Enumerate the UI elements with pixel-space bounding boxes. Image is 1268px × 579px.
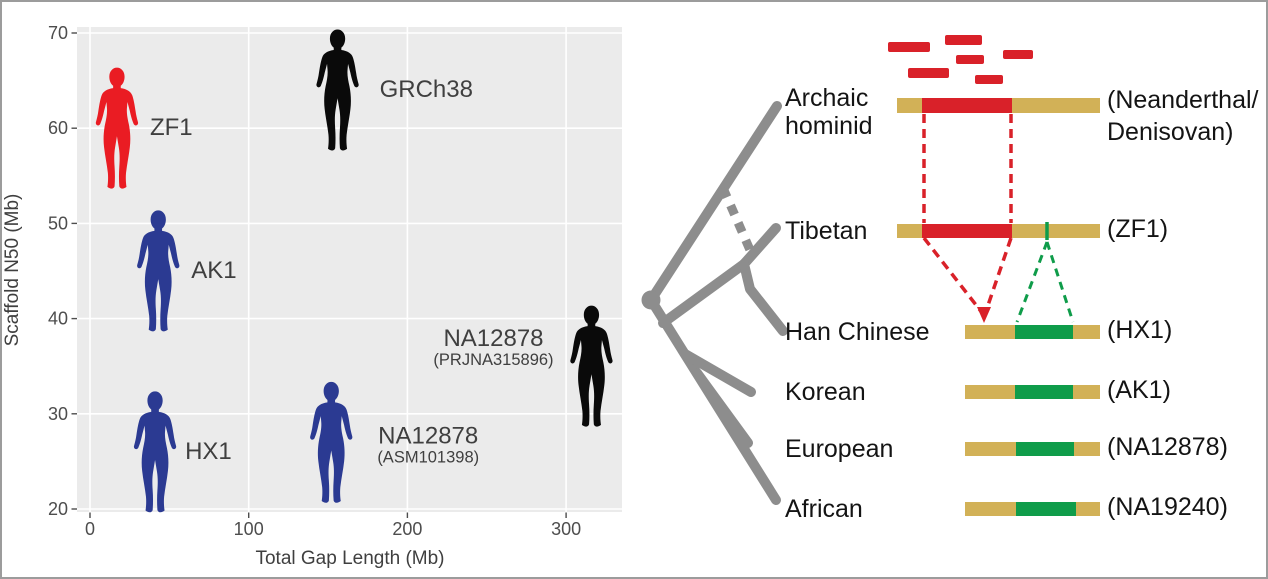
human-silhouette-icon: [95, 67, 139, 189]
accession-label: (NA19240): [1107, 493, 1228, 521]
point-label: NA12878: [378, 422, 478, 449]
human-silhouette-icon: [316, 29, 359, 151]
sequence-fragment-6: [975, 75, 1003, 84]
introgressed-segment: [922, 98, 1012, 113]
point-label: NA12878: [443, 325, 543, 352]
sequence-fragment-5: [908, 68, 949, 78]
point-label: ZF1: [150, 114, 193, 141]
population-label: hominid: [785, 112, 873, 140]
branch-tibetan: [739, 223, 781, 269]
data-points: ZF1GRCh38AK1HX1NA12878(ASM101398)NA12878…: [95, 29, 613, 513]
point-NA12878-PRJNA315896: NA12878(PRJNA315896): [433, 305, 613, 427]
red-arrowhead: [977, 307, 991, 323]
sequence-fragments: [888, 35, 1033, 84]
sequence-fragment-4: [1003, 50, 1033, 59]
chromosome-row-european: [965, 442, 1100, 456]
chromosome-row-african: [965, 502, 1100, 516]
sequence-fragment-2: [945, 35, 982, 45]
population-label: Korean: [785, 378, 866, 406]
chromosome-row-han-chinese: [965, 325, 1100, 339]
human-silhouette-icon: [137, 210, 180, 332]
dashed-connectors: [922, 114, 1075, 323]
x-axis-title: Total Gap Length (Mb): [255, 548, 444, 569]
population-label: African: [785, 495, 863, 523]
introgressed-segment: [922, 224, 1012, 238]
x-tick-label-100: 100: [234, 519, 264, 539]
point-ZF1: ZF1: [95, 67, 193, 189]
point-HX1: HX1: [133, 391, 232, 513]
sequence-fragment-1: [888, 42, 930, 52]
x-tick-label-200: 200: [392, 519, 422, 539]
population-label: Han Chinese: [785, 318, 930, 346]
y-tick-label-30: 30: [48, 404, 68, 424]
point-AK1: AK1: [137, 210, 237, 332]
x-tick-label-0: 0: [85, 519, 95, 539]
chromosome-row-tibetan: [897, 222, 1100, 240]
shared-segment: [1015, 325, 1073, 339]
point-label: GRCh38: [380, 76, 473, 103]
accession-label: (HX1): [1107, 316, 1172, 344]
branch-korean: [680, 349, 756, 397]
green-dashed-connector-2: [1045, 241, 1075, 323]
accession-label: (NA12878): [1107, 433, 1228, 461]
human-silhouette-icon: [310, 381, 353, 503]
point-NA12878-ASM101398: NA12878(ASM101398): [310, 381, 479, 503]
chromosome-bars: [897, 98, 1100, 516]
population-label: Archaic: [785, 84, 868, 112]
y-tick-label-50: 50: [48, 213, 68, 233]
tree-root-node: [641, 290, 661, 310]
point-label: HX1: [185, 438, 232, 465]
y-tick-label-70: 70: [48, 23, 68, 43]
y-tick-label-60: 60: [48, 118, 68, 138]
y-axis-title: Scaffold N50 (Mb): [2, 194, 23, 347]
point-sublabel: (PRJNA315896): [433, 351, 553, 369]
branch-eastasian-stem: [658, 259, 749, 328]
shared-segment: [1016, 442, 1074, 456]
green-dashed-connector-1: [1015, 241, 1049, 323]
scatter-chart: 0 100 200 300 20 30 40 50 60 70 ZF1 GRCh38 AK1 HX1 NA…: [2, 23, 622, 569]
axis-ticks: 0 100 200 300 20 30 40 50 60 70: [48, 23, 581, 539]
introgression-dashed-branch: [718, 186, 755, 252]
gridlines: [77, 27, 622, 512]
accession-label: (ZF1): [1107, 215, 1168, 243]
branch-european: [692, 368, 753, 448]
population-label: Tibetan: [785, 217, 867, 245]
shared-segment: [1016, 502, 1076, 516]
accession-label: (AK1): [1107, 376, 1171, 404]
point-GRCh38: GRCh38: [316, 29, 473, 151]
point-sublabel: (ASM101398): [377, 448, 479, 466]
y-tick-label-40: 40: [48, 309, 68, 329]
phylogenetic-tree: [641, 101, 788, 505]
human-silhouette-icon: [570, 305, 613, 427]
branch-han-chinese: [739, 259, 788, 336]
sequence-fragment-3: [956, 55, 984, 64]
accession-label: (Neanderthal/: [1107, 86, 1259, 114]
shared-segment: [1015, 385, 1073, 399]
accession-label: Denisovan): [1107, 118, 1233, 146]
chromosome-row-korean: [965, 385, 1100, 399]
red-dashed-connector-4: [983, 237, 1013, 315]
population-label: European: [785, 435, 893, 463]
branch-archaic: [646, 101, 782, 305]
point-label: AK1: [191, 257, 236, 284]
x-tick-label-300: 300: [551, 519, 581, 539]
y-tick-label-20: 20: [48, 499, 68, 519]
human-silhouette-icon: [133, 391, 177, 513]
chromosome-row-archaic-hominid: [897, 98, 1100, 113]
red-dashed-connector-3: [922, 236, 985, 316]
